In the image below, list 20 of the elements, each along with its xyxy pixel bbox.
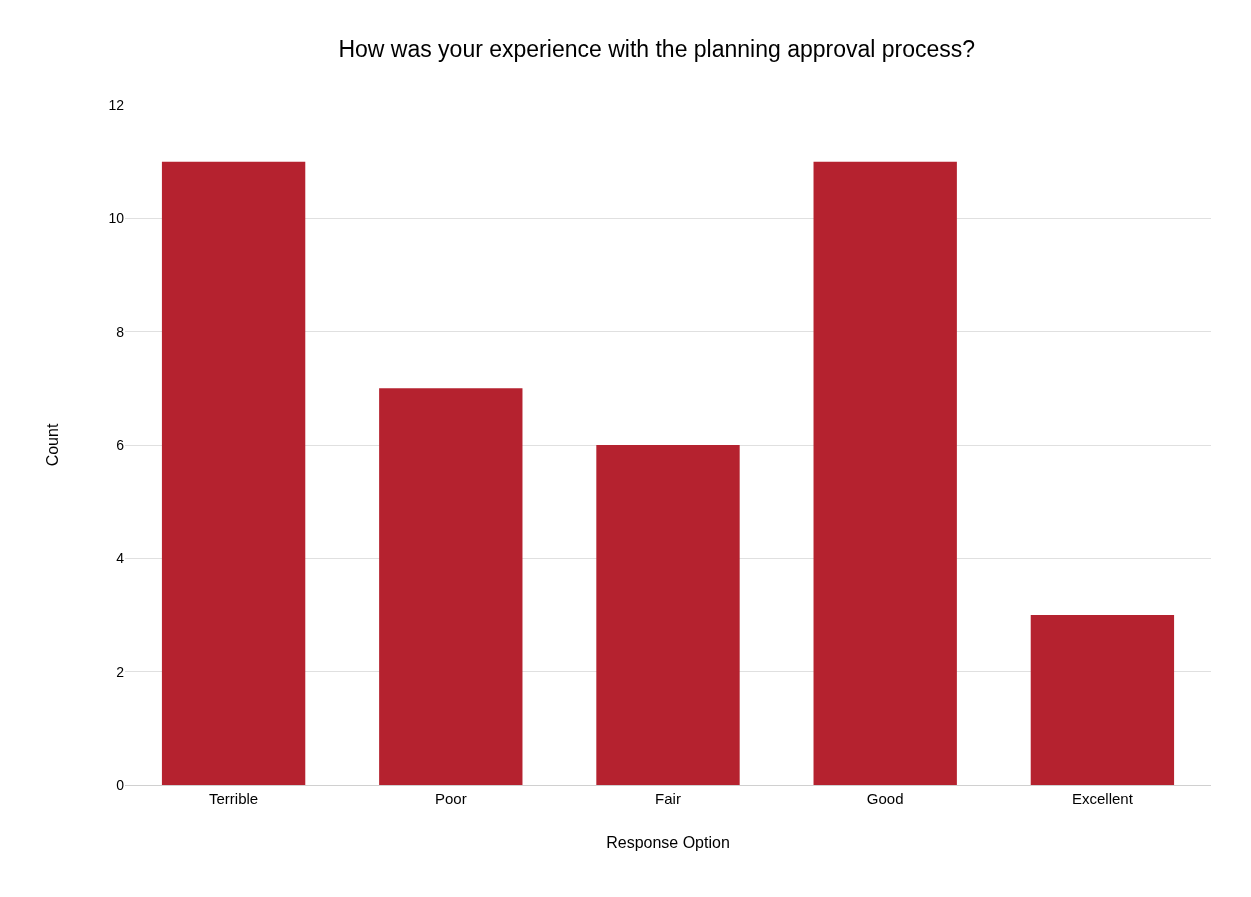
x-tick-label: Fair [655,790,681,807]
x-tick-label: Poor [434,790,467,807]
x-tick-label: Excellent [1071,790,1134,807]
y-tick-label: 12 [108,96,125,113]
y-tick-label: 2 [116,663,125,680]
bar [813,161,957,785]
x-axis-title: Response Option [606,833,730,851]
y-tick-label: 6 [116,436,125,453]
bar [596,445,740,785]
y-tick-label: 10 [108,210,125,227]
x-tick-label: Good [866,790,904,807]
bar [161,161,306,785]
bar [1030,615,1175,785]
x-tick-label: Terrible [209,790,259,807]
y-tick-label: 8 [116,323,125,340]
y-tick-label: 0 [116,776,125,793]
y-axis-title: Count [44,423,62,467]
y-tick-label: 4 [116,550,125,567]
bar [379,388,523,785]
chart-title: How was your experience with the planning approval process? [338,36,976,63]
